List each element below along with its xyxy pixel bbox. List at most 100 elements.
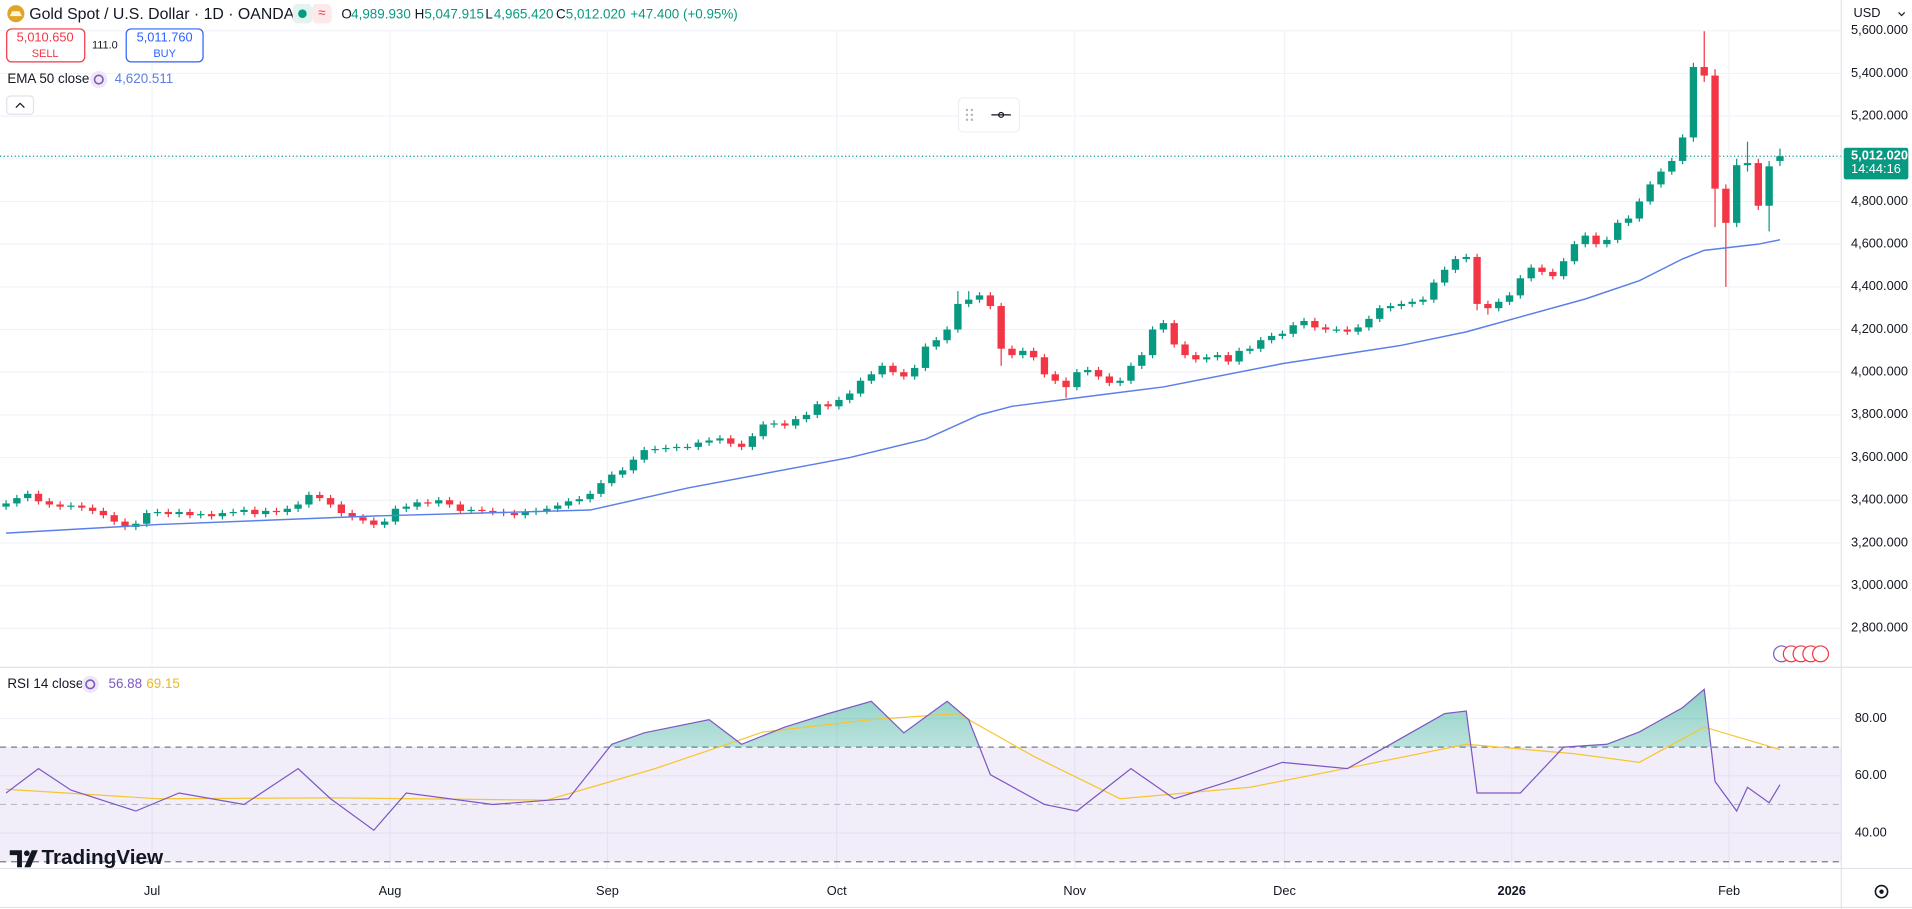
- x-tick-label: Jul: [144, 883, 160, 898]
- candle-body: [1624, 218, 1633, 223]
- candle-body: [1257, 340, 1265, 349]
- logo-mark[interactable]: [9, 850, 38, 868]
- rsi-line: [5, 688, 1781, 832]
- candle-body: [1202, 357, 1211, 360]
- rsi-legend[interactable]: RSI 14 close: [7, 676, 83, 691]
- last-price-label: 5,012.020: [1851, 148, 1908, 163]
- y-tick-label: 4,800.000: [1851, 193, 1908, 208]
- candle-body: [943, 329, 951, 341]
- candle-body: [370, 520, 378, 525]
- candle-body: [662, 447, 670, 450]
- rsi-sync-icon[interactable]: [81, 675, 99, 693]
- candle-body: [1094, 370, 1103, 377]
- candle-body: [1765, 166, 1773, 206]
- candle-body: [694, 442, 702, 447]
- candle-body: [1516, 278, 1525, 296]
- drawing-tool-icon[interactable]: [991, 111, 1011, 118]
- candle-body: [1397, 303, 1406, 307]
- price-pane: [2, 31, 1784, 534]
- candle-body: [564, 501, 573, 506]
- buy-button[interactable]: [125, 28, 204, 63]
- candle-body: [13, 498, 21, 504]
- countdown-label: 14:44:16: [1851, 161, 1901, 176]
- candle-body: [921, 346, 930, 368]
- candle-body: [1192, 355, 1200, 360]
- candle-body: [1040, 357, 1049, 375]
- candle-body: [1321, 327, 1330, 330]
- ema-line: [6, 239, 1781, 534]
- candle-body: [1678, 137, 1687, 161]
- candle-body: [1008, 348, 1016, 356]
- collapse-button[interactable]: [6, 95, 35, 115]
- x-tick-label: Aug: [379, 883, 402, 898]
- candle-body: [824, 404, 832, 407]
- candle-body: [88, 507, 97, 511]
- ema-legend[interactable]: EMA 50 close: [7, 71, 89, 86]
- sell-button[interactable]: [6, 28, 86, 63]
- logo-dot: [24, 850, 30, 857]
- event-icons[interactable]: [1772, 645, 1830, 663]
- candle-body: [229, 511, 237, 514]
- candle-body: [1657, 171, 1665, 185]
- x-tick-label: Oct: [827, 883, 847, 898]
- drag-handle[interactable]: [965, 108, 974, 121]
- candle-body: [445, 500, 454, 505]
- candle-body: [856, 380, 865, 394]
- candle-body: [575, 499, 584, 502]
- candle-body: [997, 306, 1005, 349]
- candle-body: [1159, 323, 1168, 330]
- candle-body: [867, 374, 876, 381]
- candle-body: [1733, 165, 1741, 223]
- candle-body: [1430, 282, 1438, 300]
- y-tick-label: 80.00: [1855, 710, 1887, 725]
- candle-body: [889, 365, 897, 373]
- data-status[interactable]: [312, 3, 332, 24]
- candle-body: [56, 504, 64, 507]
- candle-body: [1581, 235, 1589, 245]
- y-tick-label: 3,200.000: [1851, 534, 1908, 549]
- ohlc-value: 5,047.915: [424, 6, 484, 21]
- candle-body: [1592, 235, 1600, 245]
- candle-body: [986, 295, 995, 307]
- candle-body: [467, 509, 475, 512]
- candle-body: [99, 510, 108, 516]
- candle-body: [954, 303, 962, 330]
- x-tick-label: Feb: [1718, 883, 1740, 898]
- candle-body: [294, 504, 302, 509]
- y-tick-label: 4,600.000: [1851, 236, 1908, 251]
- candle-body: [705, 440, 713, 443]
- settings-button[interactable]: [1874, 884, 1889, 899]
- candle-body: [305, 494, 313, 505]
- candle-body: [186, 511, 194, 516]
- candle-body: [380, 521, 389, 525]
- candle-body: [1722, 188, 1730, 223]
- rsi-ma-value: 69.15: [146, 676, 180, 691]
- candle-body: [1570, 244, 1579, 262]
- candle-body: [1170, 323, 1178, 345]
- candle-body: [1267, 335, 1276, 341]
- candle-body: [1084, 370, 1092, 373]
- candle-body: [175, 511, 183, 515]
- logo-text[interactable]: TradingView: [41, 846, 164, 869]
- candle-body: [1354, 327, 1362, 332]
- candle-body: [1689, 67, 1698, 138]
- currency-button[interactable]: [1846, 2, 1908, 25]
- symbol-title[interactable]: Gold Spot / U.S. Dollar · 1D · OANDA: [29, 6, 294, 23]
- sell-price: 5,010.650: [17, 29, 74, 44]
- candle-body: [1646, 184, 1654, 202]
- ema-sync-icon[interactable]: [90, 71, 108, 89]
- candle-body: [1451, 259, 1460, 270]
- sell-label: SELL: [32, 48, 59, 60]
- candle-body: [413, 502, 421, 507]
- currency-chevron: [1898, 12, 1906, 17]
- floating-toolbar[interactable]: [957, 97, 1021, 133]
- candle-body: [153, 511, 162, 514]
- candle-body: [618, 470, 627, 475]
- candle-body: [835, 399, 843, 407]
- candle-body: [337, 504, 346, 514]
- candle-body: [1062, 380, 1070, 388]
- candle-body: [846, 393, 854, 400]
- rsi-overbought-fill: [609, 689, 1712, 748]
